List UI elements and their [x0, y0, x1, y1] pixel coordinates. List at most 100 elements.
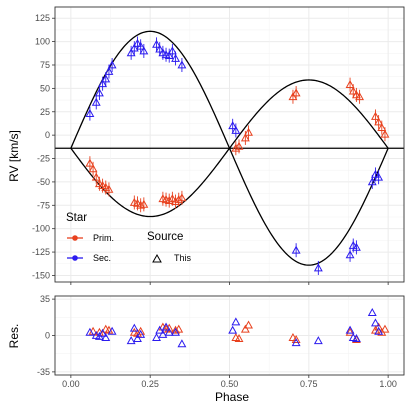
- prim-rv-point: [348, 86, 358, 95]
- residual-y-axis-title: Res.: [7, 324, 21, 349]
- prim-residual-point: [164, 323, 174, 332]
- prim-residual-point: [374, 322, 384, 331]
- main-y-tick-label: -150: [32, 270, 50, 280]
- sec-residual-point: [177, 339, 187, 348]
- sec-residual-point: [155, 325, 165, 334]
- sec-residual-point: [133, 333, 142, 342]
- residual-y-tick-label: 35: [40, 294, 50, 304]
- sec-rv-point: [313, 263, 323, 272]
- prim-residual-point: [234, 333, 244, 342]
- sec-residual-point: [98, 328, 108, 337]
- prim-rv-point: [174, 195, 184, 204]
- residual-x-tick-labels: 0.00 0.25 0.50 0.75 1.00: [62, 375, 397, 389]
- sec-rv-point: [85, 109, 95, 118]
- main-y-tick-label: -125: [32, 247, 50, 257]
- sec-rv-point: [374, 172, 384, 181]
- residual-data-points: [85, 308, 390, 348]
- legend-entry-sec: Sec.: [67, 253, 111, 263]
- x-tick-label: 0.00: [62, 379, 80, 389]
- residual-y-tick-label: 0: [45, 331, 50, 341]
- sec-rv-point: [101, 74, 111, 83]
- sec-residual-point: [345, 325, 355, 334]
- main-model-curves: [55, 30, 404, 266]
- main-x-ticks: [70, 282, 389, 285]
- sec-rv-point: [345, 250, 355, 259]
- prim-residual-point: [244, 320, 253, 329]
- main-y-tick-label: 50: [40, 83, 50, 93]
- sec-rv-point: [152, 39, 161, 48]
- sec-rv-point: [104, 66, 114, 75]
- prim-rv-point: [164, 195, 174, 204]
- sec-residual-point: [107, 326, 117, 335]
- main-y-tick-label: 100: [35, 37, 50, 47]
- residual-y-tick-labels: -35 0 35: [37, 294, 55, 377]
- prim-residual-point: [345, 327, 355, 336]
- prim-rv-point: [177, 193, 187, 202]
- sec-residual-point: [152, 332, 161, 341]
- sec-rv-point: [171, 53, 181, 62]
- prim-rv-point: [240, 133, 250, 142]
- sec-residual-point: [231, 317, 241, 326]
- prim-rv-point: [377, 123, 387, 132]
- sec-residual-point: [291, 338, 301, 347]
- prim-rv-point: [139, 199, 149, 208]
- prim-rv-point: [98, 181, 108, 190]
- legend-entry-prim: Prim.: [67, 233, 114, 243]
- sec-rv-point: [107, 60, 117, 69]
- sec-rv-point: [348, 240, 358, 249]
- sec-residual-point: [371, 318, 380, 327]
- legend-this-triangle-icon: [152, 253, 162, 263]
- prim-residual-point: [288, 332, 298, 341]
- x-tick-label: 0.75: [300, 379, 318, 389]
- sec-residual-point: [161, 322, 171, 331]
- legend-entry-this: This: [152, 253, 192, 263]
- sec-rv-point: [126, 48, 136, 57]
- residual-y-tick-label: -35: [37, 367, 50, 377]
- x-tick-label: 1.00: [379, 379, 397, 389]
- x-tick-label: 0.50: [221, 379, 239, 389]
- sec-rv-point: [351, 242, 361, 251]
- sec-rv-point: [371, 169, 380, 178]
- prim-residual-point: [174, 324, 184, 333]
- main-y-tick-label: 125: [35, 13, 50, 23]
- main-y-tick-label: 25: [40, 107, 50, 117]
- sec-rv-point: [367, 177, 377, 186]
- prim-rv-point: [371, 111, 380, 120]
- sec-rv-point: [164, 51, 174, 60]
- sec-rv-point: [98, 79, 108, 88]
- sec-residual-point: [313, 336, 323, 345]
- sec-rv-point: [133, 38, 142, 47]
- legend-this-label: This: [174, 253, 192, 263]
- sec-residual-point: [101, 332, 111, 341]
- sec-residual-point: [126, 336, 136, 345]
- main-y-tick-label: -100: [32, 224, 50, 234]
- main-y-tick-label: 75: [40, 60, 50, 70]
- main-panel: -150 -125 -100 -75 -50 -25 0 25 50 75 100 125 RV [k…: [7, 6, 405, 285]
- sec-rv-point: [139, 46, 149, 55]
- sec-rv-point: [291, 245, 301, 254]
- legend-star-title: Star: [66, 212, 87, 224]
- prim-rv-point: [374, 117, 384, 126]
- sec-residual-point: [164, 327, 174, 336]
- prim-rv-point: [167, 194, 177, 203]
- prim-rv-point: [345, 80, 355, 89]
- sec-rv-point: [177, 60, 187, 69]
- prim-rv-point: [288, 92, 298, 101]
- sec-residual-point: [136, 329, 146, 338]
- prim-rv-point: [101, 182, 111, 191]
- main-y-tick-label: -25: [37, 154, 50, 164]
- sec-rv-point: [94, 88, 104, 97]
- main-y-tick-label: 0: [45, 130, 50, 140]
- prim-rv-point: [85, 158, 95, 167]
- sec-residual-point: [85, 327, 95, 336]
- sec-rv-point: [167, 46, 177, 55]
- prim-rv-point: [133, 198, 142, 207]
- sec-rv-point: [158, 48, 168, 57]
- prim-rv-point: [351, 90, 361, 99]
- legend-sec-label: Sec.: [93, 253, 111, 263]
- sec-rv-point: [91, 97, 101, 106]
- sec-rv-point: [129, 43, 139, 52]
- prim-rv-point: [380, 129, 390, 138]
- prim-residual-point: [161, 324, 171, 333]
